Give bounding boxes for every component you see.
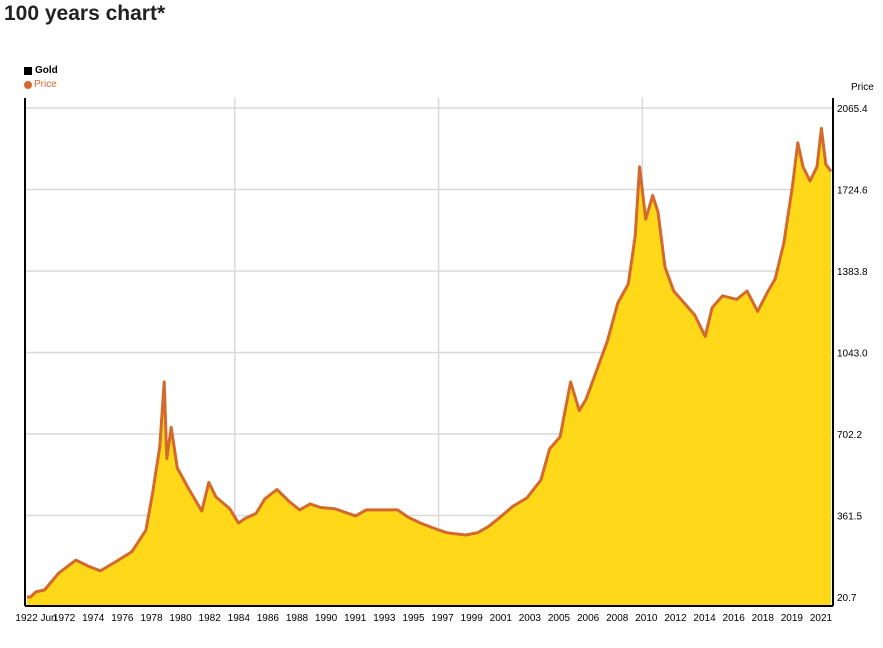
x-tick-label: 2019 (781, 613, 804, 624)
price-line (27, 126, 833, 599)
x-tick-label: 1976 (111, 613, 134, 624)
y-tick-label: 361.5 (837, 511, 862, 522)
y-tick-label: 1724.6 (837, 186, 868, 197)
x-tick-label: 1982 (199, 613, 222, 624)
x-tick-label: 2016 (723, 613, 746, 624)
chart-title: 100 years chart* (4, 2, 166, 25)
y-tick-label: 1383.8 (837, 267, 868, 278)
y-tick-label: 20.7 (837, 593, 857, 604)
price-area (27, 128, 831, 606)
y-axis-label: Price (851, 82, 874, 93)
legend-series-label: Gold (35, 65, 58, 76)
x-tick-label: 1980 (169, 613, 192, 624)
x-tick-label: 2003 (519, 613, 542, 624)
legend-item-label: Price (34, 79, 57, 90)
x-tick-label: 1990 (315, 613, 338, 624)
x-tick-label: 1986 (257, 613, 280, 624)
x-tick-label: 1972 (53, 613, 76, 624)
x-tick-label: 2010 (635, 613, 658, 624)
x-tick-label: 1997 (431, 613, 454, 624)
x-tick-label: 2001 (490, 613, 513, 624)
x-tick-label: 1984 (228, 613, 251, 624)
y-tick-label: 702.2 (837, 430, 862, 441)
legend-item-price[interactable]: Price (24, 78, 58, 92)
chart-legend: Gold Price (24, 64, 58, 92)
x-tick-label: 1999 (461, 613, 484, 624)
legend-square-icon (24, 67, 32, 75)
x-tick-label: 2006 (577, 613, 600, 624)
y-tick-labels: 20.7 361.5 702.2 1043.0 1383.8 1724.6 2065.4 (837, 104, 868, 604)
legend-series: Gold (24, 64, 58, 78)
x-tick-label: 2005 (548, 613, 571, 624)
legend-dot-icon (24, 81, 32, 89)
y-tick-label: 2065.4 (837, 104, 868, 115)
y-tick-label: 1043.0 (837, 349, 868, 360)
x-tick-label: 1978 (140, 613, 163, 624)
x-tick-label: 1995 (402, 613, 425, 624)
x-tick-label: 1974 (82, 613, 105, 624)
x-tick-label: 2018 (752, 613, 775, 624)
x-tick-label: 1922 Jun (15, 613, 56, 624)
x-tick-label: 1988 (286, 613, 309, 624)
x-tick-label: 1993 (373, 613, 396, 624)
x-tick-label: 2014 (693, 613, 716, 624)
x-tick-label: 1991 (344, 613, 367, 624)
x-tick-label: 2008 (606, 613, 629, 624)
x-tick-label: 2021 (810, 613, 833, 624)
x-tick-label: 2012 (664, 613, 687, 624)
